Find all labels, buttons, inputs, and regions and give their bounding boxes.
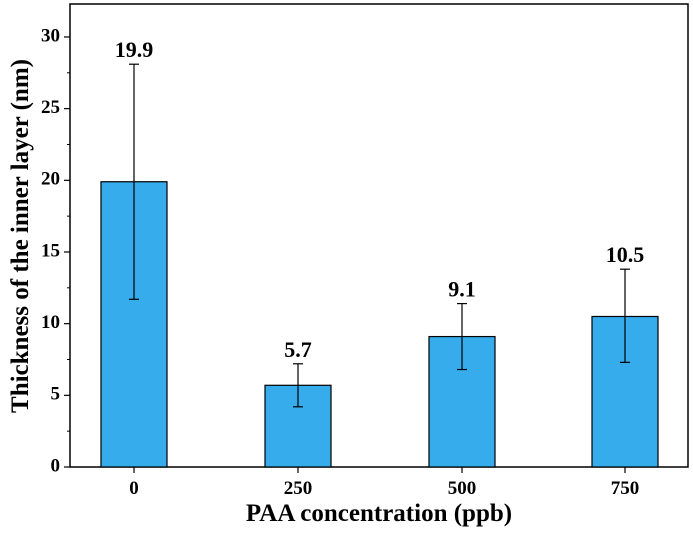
- x-tick-label-0: 0: [129, 478, 139, 499]
- data-label-250: 5.7: [284, 337, 312, 362]
- plot-frame: [69, 3, 689, 468]
- bars-layer: [100, 181, 659, 468]
- x-tick-label-250: 250: [284, 478, 313, 499]
- y-tick-label-15: 15: [41, 240, 60, 261]
- data-label-750: 10.5: [606, 242, 645, 267]
- data-label-0: 19.9: [115, 37, 154, 62]
- y-tick-label-20: 20: [41, 169, 60, 190]
- y-axis-title: Thickness of the inner layer (nm): [7, 59, 34, 413]
- error-bars-layer: [129, 63, 630, 408]
- y-axis: 0 5 10 15 20 25 30: [41, 25, 70, 476]
- x-axis: 0 250 500 750: [129, 467, 639, 499]
- y-tick-label-0: 0: [51, 455, 61, 476]
- y-tick-label-10: 10: [41, 312, 60, 333]
- x-tick-label-500: 500: [448, 478, 477, 499]
- y-tick-label-25: 25: [41, 97, 60, 118]
- data-label-500: 9.1: [448, 277, 476, 302]
- x-axis-title: PAA concentration (ppb): [246, 500, 512, 527]
- y-tick-label-5: 5: [51, 384, 61, 405]
- y-tick-label-30: 30: [41, 25, 60, 46]
- data-labels-layer: 19.9 5.7 9.1 10.5: [115, 37, 645, 362]
- x-tick-label-750: 750: [611, 478, 640, 499]
